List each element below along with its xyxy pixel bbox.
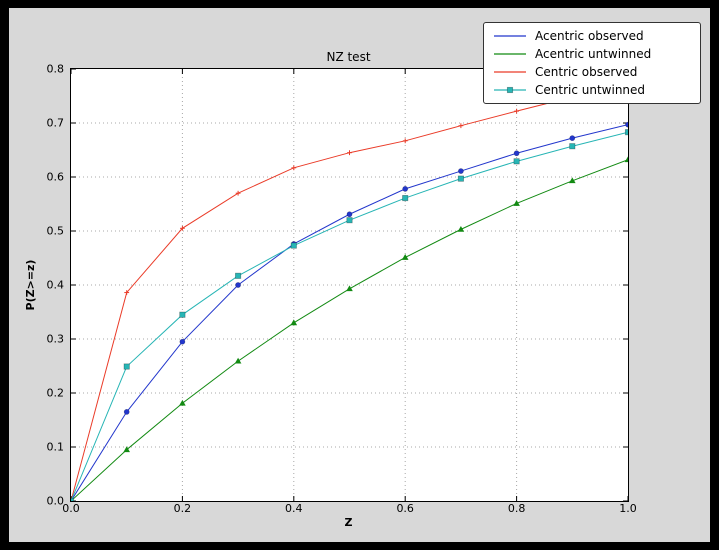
y-tick-label: 0.3: [47, 333, 65, 346]
series-marker: [402, 195, 409, 202]
legend-item: Centric observed: [492, 63, 692, 81]
figure-canvas: NZ test 0.0 0.2 0.4 0.6 0.8 1.0 0.0 0.1 0.2 0.3 0.…: [9, 8, 710, 542]
series-marker: [402, 185, 409, 192]
legend-label: Centric observed: [535, 65, 638, 79]
series-marker: [235, 272, 242, 279]
legend-line-swatch: [494, 53, 526, 55]
series-marker: [624, 156, 628, 163]
y-tick-label: 0.8: [47, 63, 65, 76]
series-marker: [513, 158, 520, 165]
series-marker: [569, 143, 576, 150]
series-marker: [290, 319, 298, 326]
chart-title: NZ test: [326, 50, 371, 64]
series-marker: [625, 121, 628, 128]
series-marker: [457, 175, 464, 182]
y-tick-label: 0.5: [47, 225, 65, 238]
x-tick-label: 0.2: [174, 502, 192, 515]
legend-label: Acentric untwinned: [535, 47, 652, 61]
x-tick-label: 0.8: [508, 502, 525, 515]
y-tick-label: 0.7: [47, 117, 65, 130]
series-marker: [401, 254, 409, 260]
series-layer: [71, 80, 628, 501]
x-tick-label: 0.4: [285, 502, 303, 515]
x-axis-label: Z: [344, 516, 353, 529]
series-marker: [179, 311, 186, 318]
series-marker: [290, 242, 297, 249]
series-marker: [506, 86, 514, 94]
series-marker: [569, 135, 576, 142]
series-marker: [179, 399, 186, 406]
legend-item: Acentric untwinned: [492, 45, 692, 63]
series-marker: [513, 150, 520, 157]
series-marker: [71, 497, 75, 501]
series-marker: [123, 446, 130, 453]
x-tick-label: 0.6: [396, 502, 414, 515]
series-marker: [457, 225, 465, 232]
y-tick-label: 0.6: [47, 171, 65, 184]
series-marker: [569, 177, 576, 184]
y-tick-label: 0.4: [47, 279, 65, 292]
series-line: [71, 124, 628, 501]
series-marker: [457, 168, 464, 174]
y-tick-label: 0.2: [47, 387, 65, 400]
series-marker: [234, 357, 242, 364]
legend-item: Centric untwinned: [492, 81, 692, 99]
legend-line-swatch: [494, 71, 526, 73]
series-marker: [179, 338, 186, 345]
series-marker: [346, 217, 353, 224]
series-marker: [123, 363, 130, 370]
legend-label: Acentric observed: [535, 29, 644, 43]
x-tick-label: 1.0: [619, 502, 637, 515]
series-marker: [123, 408, 130, 415]
series-marker: [624, 129, 628, 136]
plot-svg: 0.0 0.2 0.4 0.6 0.8 1.0 0.0 0.1 0.2 0.3 0.4 0.5 0.6 0…: [47, 63, 637, 516]
series-marker: [235, 282, 241, 288]
x-tick-label: 0.0: [62, 502, 80, 515]
legend-item: Acentric observed: [492, 27, 692, 45]
series-marker: [346, 285, 353, 292]
y-tick-label: 0.0: [47, 495, 65, 508]
plot-area: 0.0 0.2 0.4 0.6 0.8 1.0 0.0 0.1 0.2 0.3 0.4 0.5 0.6 0…: [47, 63, 637, 516]
series-line: [71, 159, 628, 501]
legend-line-swatch: [494, 35, 526, 37]
legend: Acentric observed Acentric untwinned Cen…: [483, 22, 701, 104]
series-marker: [513, 200, 520, 206]
series-line: [71, 131, 628, 501]
legend-label: Centric untwinned: [535, 83, 646, 97]
series-marker: [346, 211, 353, 218]
y-axis-label: P(Z>=z): [24, 259, 37, 311]
y-tick-label: 0.1: [47, 441, 65, 454]
legend-line-swatch: [494, 86, 526, 94]
